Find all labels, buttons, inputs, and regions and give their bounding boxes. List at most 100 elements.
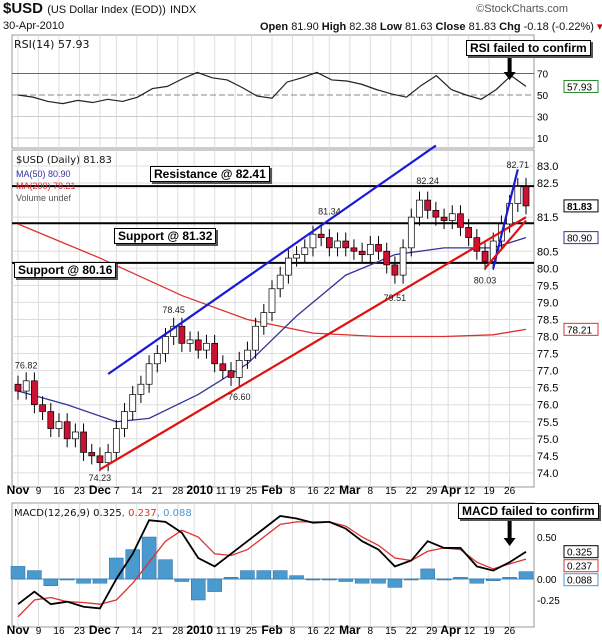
price-tick: 81.5 (537, 212, 558, 224)
candle-body (31, 380, 38, 406)
x-axis-label: 11 (216, 486, 227, 497)
low-value: 81.63 (404, 21, 433, 33)
histogram-bar (387, 578, 403, 588)
histogram-bar (436, 578, 452, 581)
histogram-bar (272, 570, 288, 580)
histogram-bar (27, 570, 42, 580)
macd-value: MACD(12,26,9) 0.325 (14, 508, 122, 519)
candle-body (375, 244, 382, 252)
value-flag (563, 322, 599, 336)
x-axis-label: 29 (426, 486, 438, 497)
price-tick: 74.0 (537, 468, 558, 480)
open-label: Open (260, 21, 289, 33)
histogram-bar (174, 578, 190, 582)
close-value: 81.83 (468, 21, 497, 33)
histogram-bar (10, 566, 26, 580)
candle-body (14, 383, 22, 392)
x-axis-label: 15 (385, 626, 397, 637)
rsi-annotation: RSI failed to confirm (466, 40, 591, 56)
macd-flag (563, 573, 599, 587)
x-axis-label: 25 (246, 486, 258, 497)
x-axis-label: 21 (152, 486, 164, 497)
candle-body (194, 339, 202, 351)
candle-body (457, 213, 464, 228)
macd-flag-label: 0.325 (567, 548, 592, 559)
candle-body (448, 213, 456, 221)
histogram-bar (518, 571, 534, 580)
histogram-bar (92, 578, 108, 584)
histogram-bar (502, 577, 517, 580)
exchange: INDX (169, 4, 197, 16)
ma50-legend: MA(50) 80.90 (16, 169, 71, 179)
candle-body (358, 250, 366, 256)
x-axis-label: 16 (307, 626, 319, 637)
x-axis-label: Feb (261, 483, 282, 497)
histogram-bar (43, 578, 59, 586)
histogram-bar (469, 578, 485, 584)
x-axis-label: 8 (368, 626, 374, 637)
candle-body (268, 288, 276, 313)
x-axis-label: 2010 (186, 483, 213, 497)
x-axis-label: 26 (504, 486, 516, 497)
macd-flag (563, 545, 599, 559)
candle-body (80, 431, 87, 453)
macd-line (17, 515, 527, 610)
candle-body (186, 339, 194, 344)
price-tick: 74.5 (537, 451, 558, 463)
candle-body (47, 411, 55, 429)
x-axis-label: 22 (324, 626, 336, 637)
ma200-line (17, 223, 527, 338)
close-label: Close (435, 21, 466, 33)
watermark: ©StockCharts.com (476, 3, 568, 15)
price-tick: 77.5 (537, 349, 558, 361)
volume-legend: Volume undef (16, 193, 72, 203)
candle-body (276, 274, 284, 290)
x-axis-label: Dec (89, 483, 111, 497)
ma50-line (17, 236, 527, 423)
x-axis-label: Nov (7, 483, 30, 497)
histogram-bar (289, 575, 304, 580)
x-axis-label: Feb (261, 623, 282, 637)
panel-frame (11, 149, 535, 488)
x-axis-label: 16 (53, 626, 65, 637)
symbol: $USD (3, 0, 44, 17)
ohlc-readout: Open 81.90 High 82.38 Low 81.63 Close 81… (260, 20, 602, 33)
x-axis-label: 28 (172, 486, 184, 497)
down-arrow-icon: ▾ (597, 21, 602, 33)
candle-body (383, 250, 391, 266)
candle-body (260, 312, 268, 327)
candle-body (55, 421, 63, 429)
histogram-bar (305, 578, 321, 581)
trendline-red (484, 219, 527, 270)
candle-body (465, 227, 472, 238)
histogram-bar (322, 578, 337, 581)
macd-flag-label: 0.088 (567, 576, 592, 587)
price-tick: 78.0 (537, 332, 558, 344)
x-axis-label: Apr (440, 483, 461, 497)
x-axis-label: 9 (36, 486, 42, 497)
price-tick: 82.5 (537, 178, 558, 190)
candle-body (162, 336, 169, 354)
price-callout: 74.23 (89, 473, 112, 483)
x-axis-label: Dec (89, 623, 111, 637)
macd-tick: -0.25 (537, 596, 560, 607)
high-value: 82.38 (349, 21, 377, 33)
histogram-bar (453, 577, 468, 580)
value-flag (563, 231, 599, 245)
rsi-line (17, 71, 527, 105)
x-axis-label: 7 (114, 626, 120, 637)
price-callout: 80.03 (474, 275, 497, 285)
candle-body (153, 353, 161, 365)
histogram-bar (158, 559, 173, 580)
x-axis-label: 11 (216, 626, 227, 637)
price-tick: 77.0 (537, 366, 558, 378)
candle-body (407, 216, 415, 249)
candle-body (72, 431, 79, 440)
candle-body (489, 240, 497, 262)
rsi-value-flag-box (563, 79, 599, 93)
candle-body (63, 421, 71, 440)
value-flag (563, 199, 599, 213)
rsi-tick: 70 (537, 70, 549, 81)
histogram-bar (240, 570, 255, 580)
